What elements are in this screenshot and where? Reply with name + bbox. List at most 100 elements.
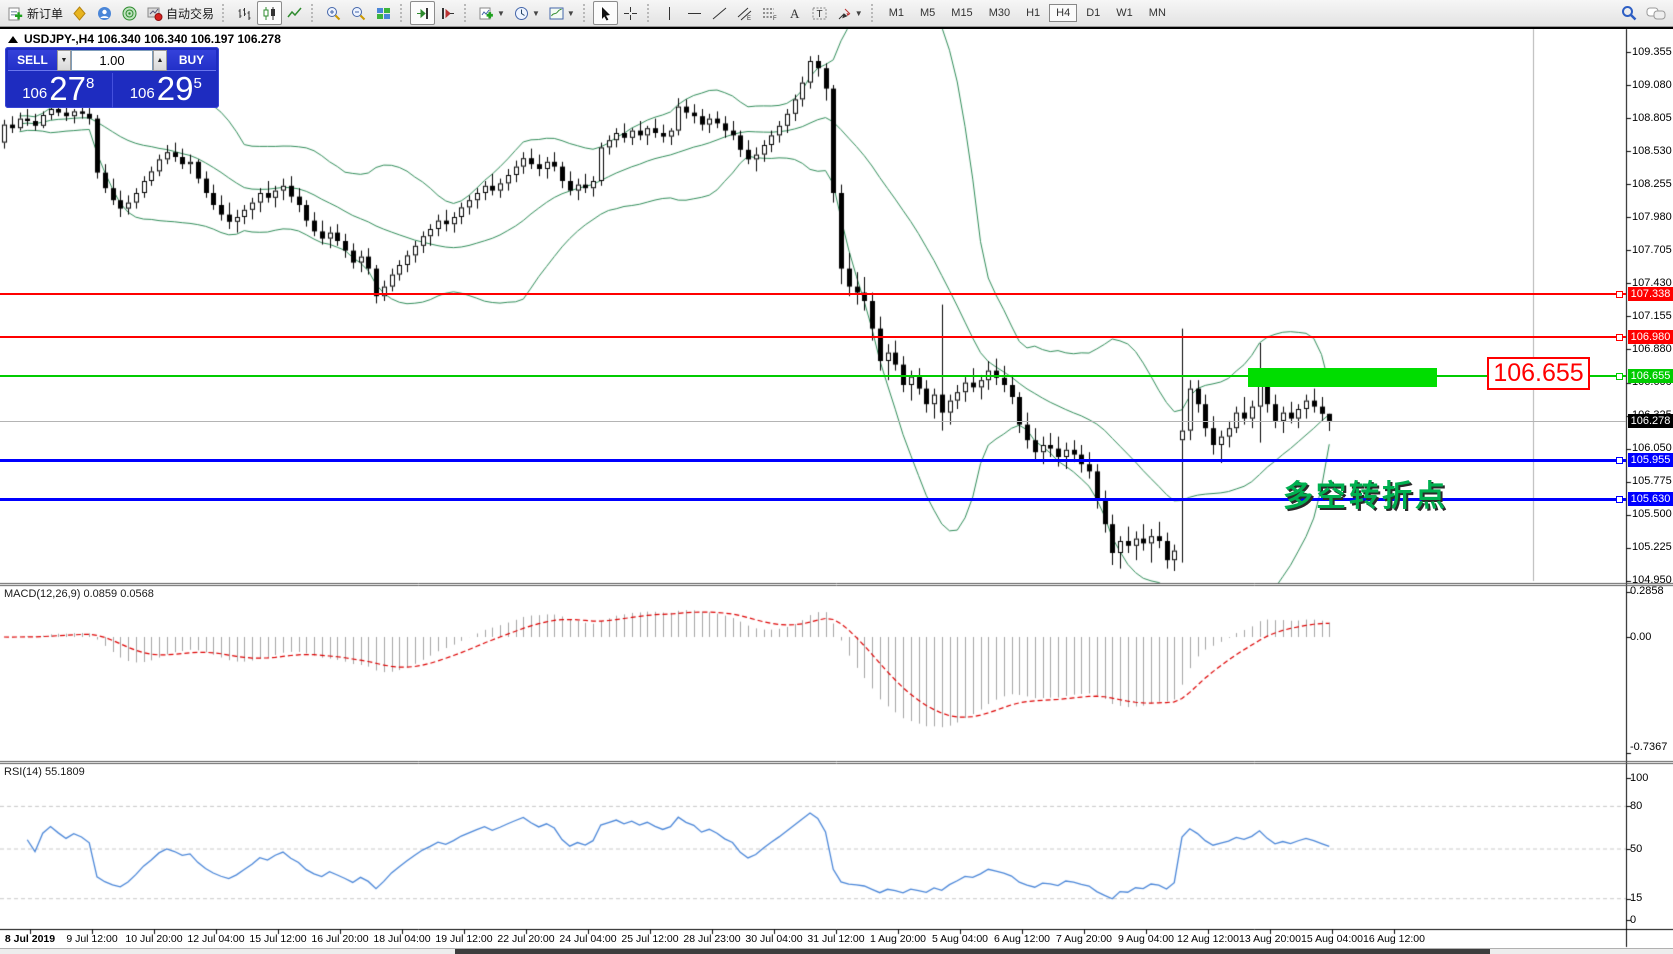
time-tick: 16 Jul 20:00 — [311, 933, 369, 945]
timeframe-d1[interactable]: D1 — [1086, 7, 1101, 19]
current-price-label: 106.278 — [1628, 414, 1673, 429]
market-button[interactable] — [67, 1, 92, 25]
chart-shift-button[interactable] — [435, 1, 460, 25]
volume-decrease-button[interactable]: ▼ — [57, 50, 71, 71]
rsi-axis-label: 15 — [1630, 892, 1643, 905]
toolbar-separator — [646, 4, 653, 22]
timeframe-h4[interactable]: H4 — [1049, 4, 1078, 22]
price-callout-box[interactable]: 106.655 — [1487, 357, 1590, 390]
horizontal-line-tool-button[interactable] — [682, 1, 707, 25]
cursor-tool-button[interactable] — [592, 1, 618, 25]
sell-button[interactable]: SELL — [8, 50, 57, 71]
hline-handle-resistance-2[interactable] — [1616, 333, 1623, 341]
one-click-toggle-icon[interactable] — [8, 35, 18, 43]
hline-resistance-1[interactable] — [0, 293, 1626, 295]
hline-handle-support-2[interactable] — [1616, 495, 1623, 503]
macd-axis-label: -0.7367 — [1630, 740, 1668, 753]
time-tick: 28 Jul 23:00 — [683, 933, 741, 945]
time-tick: 5 Aug 04:00 — [931, 933, 989, 945]
sell-price[interactable]: 106 27 8 — [5, 72, 113, 108]
tile-windows-icon — [375, 5, 392, 22]
templates-button[interactable]: ▼ — [544, 1, 579, 25]
signals-icon — [121, 5, 138, 22]
buy-button[interactable]: BUY — [167, 50, 216, 71]
new-chart-button[interactable]: ▼ — [474, 1, 509, 25]
timeframe-mn[interactable]: MN — [1148, 7, 1166, 19]
macd-axis-label: 0.00 — [1630, 630, 1652, 643]
tile-windows-button[interactable] — [371, 1, 396, 25]
sell-price-sup: 8 — [85, 75, 95, 92]
hline-handle-resistance-1[interactable] — [1616, 290, 1623, 298]
vertical-line-icon — [661, 5, 678, 22]
price-tick: 107.430 — [1632, 276, 1672, 289]
community-button[interactable] — [92, 1, 117, 25]
auto-scroll-button[interactable] — [410, 1, 436, 25]
zoom-out-button[interactable] — [346, 1, 371, 25]
timeframe-m15[interactable]: M15 — [951, 7, 973, 19]
crosshair-tool-button[interactable] — [618, 1, 643, 25]
hline-resistance-2[interactable] — [0, 336, 1626, 338]
time-tick: 16 Aug 12:00 — [1363, 933, 1425, 945]
trendline-tool-button[interactable] — [707, 1, 732, 25]
zoom-out-icon — [350, 5, 367, 22]
green-highlight-rectangle[interactable] — [1248, 368, 1437, 387]
text-tool-button[interactable]: A — [782, 1, 807, 25]
hline-support-1[interactable] — [0, 458, 1626, 462]
current-price-line — [0, 420, 1626, 422]
time-tick: 10 Jul 20:00 — [125, 933, 183, 945]
timeframe-m5[interactable]: M5 — [920, 7, 936, 19]
scrollbar-thumb[interactable] — [455, 949, 1490, 954]
time-tick: 12 Jul 04:00 — [187, 933, 245, 945]
hline-pivot-green[interactable] — [0, 375, 1626, 377]
autotrading-button[interactable]: 自动交易 — [142, 1, 218, 25]
timeframe-m30[interactable]: M30 — [988, 7, 1011, 19]
time-tick: 24 Jul 04:00 — [559, 933, 617, 945]
hline-handle-pivot-green[interactable] — [1616, 372, 1623, 380]
turning-point-annotation[interactable]: 多空转折点 — [1283, 480, 1448, 513]
periods-button[interactable]: ▼ — [509, 1, 544, 25]
zoom-in-icon — [325, 5, 342, 22]
autotrading-label: 自动交易 — [166, 6, 215, 21]
timeframe-w1[interactable]: W1 — [1116, 7, 1133, 19]
vertical-line-tool-button[interactable] — [657, 1, 682, 25]
text-label-icon: T — [811, 5, 828, 22]
toolbar-separator — [582, 4, 589, 22]
axis-label-pivot-green: 106.655 — [1628, 369, 1673, 383]
bar-chart-type-button[interactable] — [232, 1, 257, 25]
toolbar-separator — [311, 4, 317, 22]
timeframe-h1[interactable]: H1 — [1026, 7, 1041, 19]
zoom-in-button[interactable] — [321, 1, 346, 25]
toolbar: 新订单 自动交易 — [0, 0, 1673, 27]
price-tick: 108.530 — [1632, 144, 1672, 157]
hline-support-2[interactable] — [0, 497, 1626, 501]
price-tick: 107.980 — [1632, 210, 1672, 223]
timeframe-m1[interactable]: M1 — [888, 7, 904, 19]
new-order-button[interactable]: 新订单 — [3, 1, 67, 25]
volume-field[interactable]: 1.00 — [71, 50, 153, 71]
rsi-axis-label: 50 — [1630, 842, 1643, 855]
time-tick: 18 Jul 04:00 — [373, 933, 431, 945]
fibonacci-tool-button[interactable]: F — [757, 1, 782, 25]
signals-button[interactable] — [117, 1, 142, 25]
buy-price-small: 106 — [129, 85, 155, 102]
horizontal-scrollbar[interactable] — [0, 948, 1673, 954]
arrows-tool-button[interactable]: ▼ — [832, 1, 867, 25]
new-order-label: 新订单 — [27, 6, 64, 21]
axis-label-support-1: 105.955 — [1628, 453, 1673, 467]
channel-tool-button[interactable]: E — [732, 1, 757, 25]
volume-increase-button[interactable]: ▲ — [153, 50, 167, 71]
macd-axis-label: 0.2858 — [1630, 585, 1664, 598]
line-chart-type-button[interactable] — [282, 1, 307, 25]
hline-handle-support-1[interactable] — [1616, 456, 1623, 464]
price-tick: 105.500 — [1632, 508, 1672, 521]
dropdown-arrow-icon: ▼ — [566, 8, 575, 18]
chat-button[interactable] — [1642, 1, 1670, 25]
candlestick-chart-type-button[interactable] — [257, 1, 283, 25]
macd-pane-label: MACD(12,26,9) 0.0859 0.0568 — [4, 588, 154, 600]
search-button[interactable] — [1616, 1, 1642, 25]
text-label-tool-button[interactable]: T — [807, 1, 832, 25]
svg-text:F: F — [773, 16, 777, 22]
line-chart-icon — [286, 5, 303, 22]
buy-price[interactable]: 106 29 5 — [113, 72, 220, 108]
